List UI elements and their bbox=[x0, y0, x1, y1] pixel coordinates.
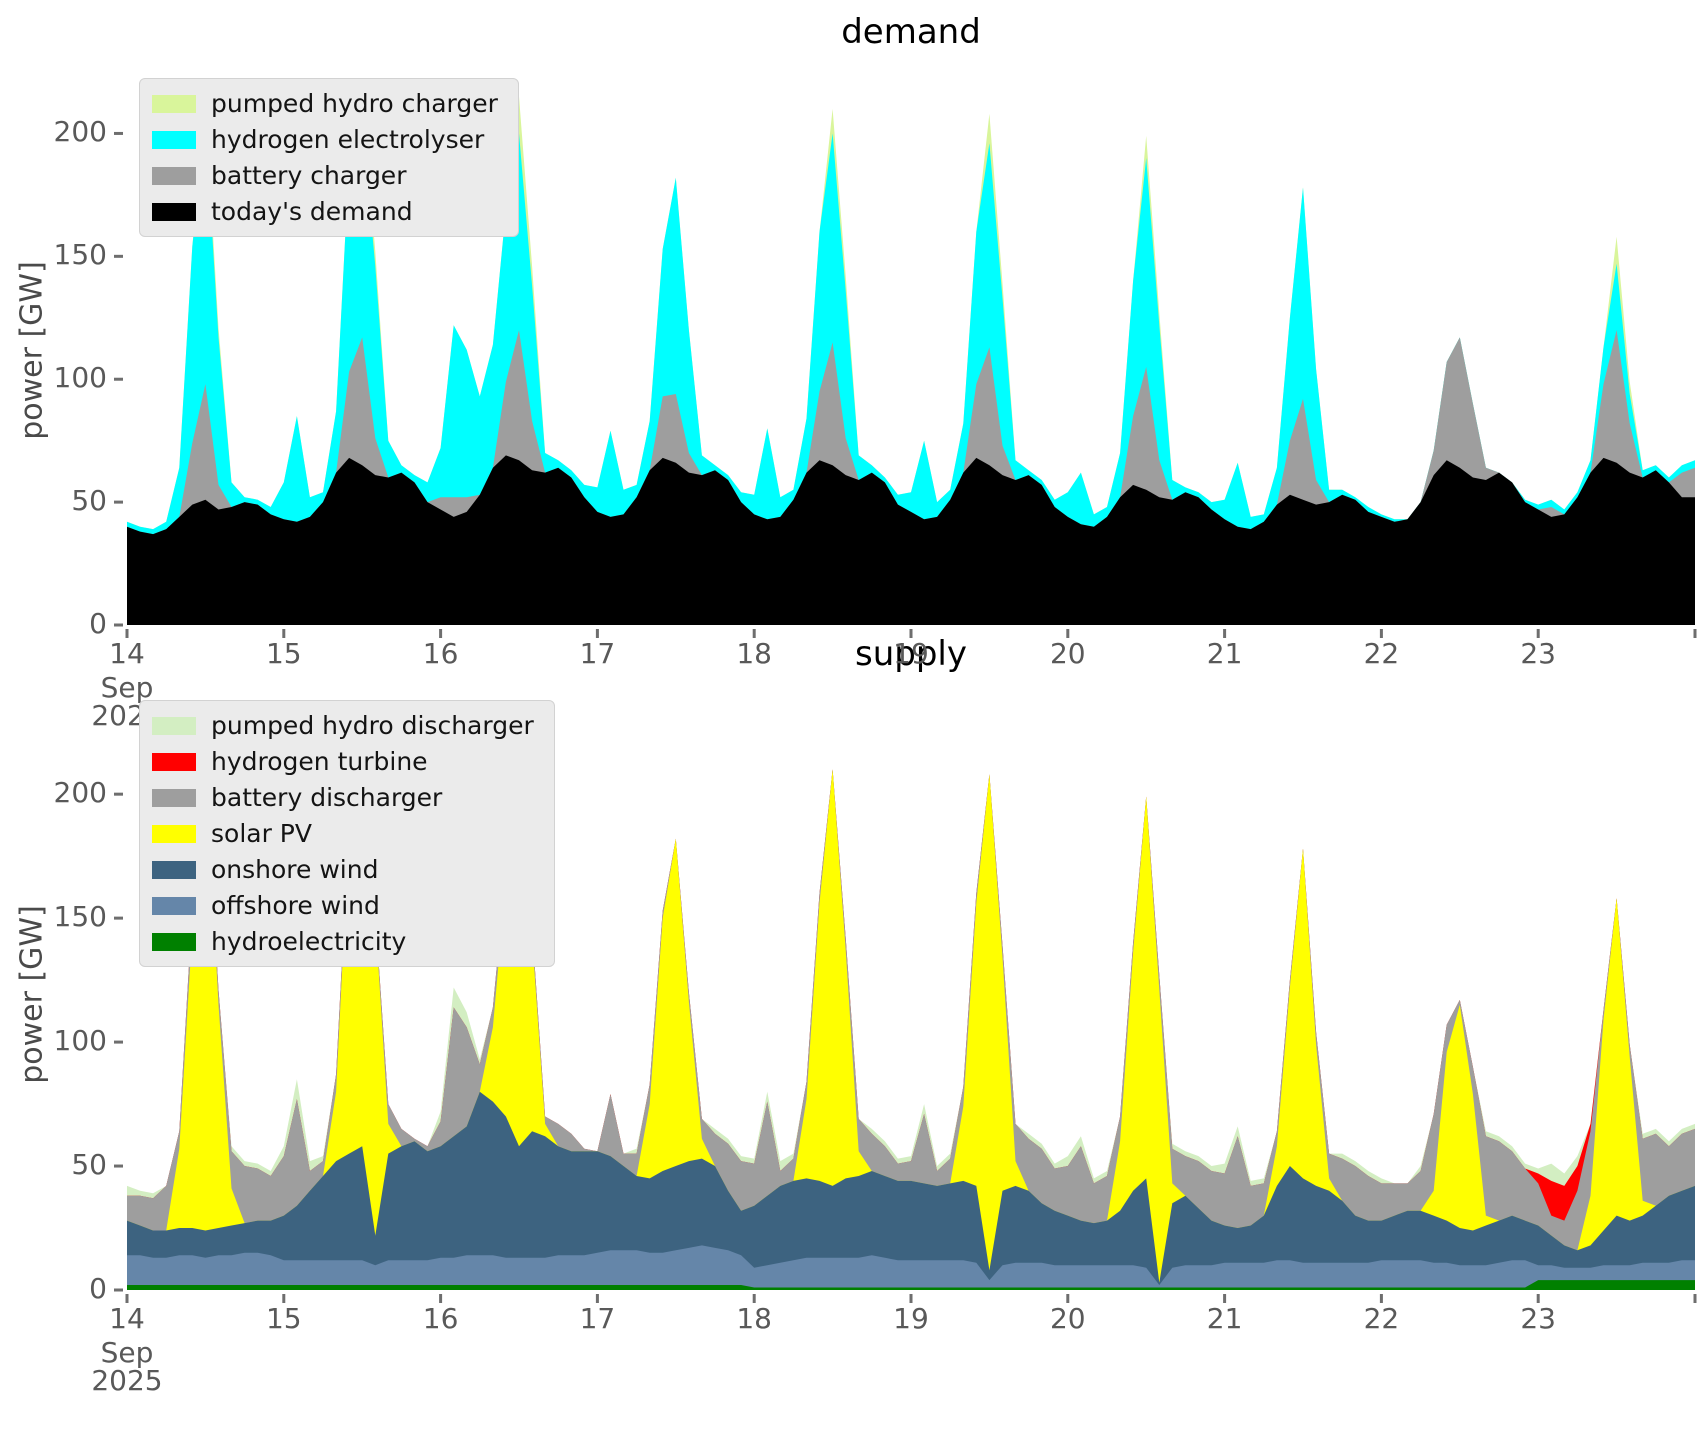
demand-plot bbox=[114, 96, 1697, 638]
x-axis-year-label: 2025 bbox=[91, 1364, 163, 1397]
legend-swatch-onshore-wind bbox=[152, 860, 196, 879]
legend-item: battery charger bbox=[152, 161, 498, 190]
legend-item: pumped hydro discharger bbox=[152, 711, 534, 740]
legend-label: hydrogen turbine bbox=[211, 747, 428, 776]
legend-swatch-battery-charger bbox=[152, 166, 196, 185]
legend-label: today's demand bbox=[211, 197, 413, 226]
x-tick-label: 18 bbox=[736, 1302, 772, 1335]
x-tick-label: 21 bbox=[1206, 637, 1243, 670]
legend-swatch-today-s-demand bbox=[152, 202, 196, 221]
x-axis-month-label: Sep bbox=[100, 1336, 154, 1369]
legend-item: offshore wind bbox=[152, 891, 534, 920]
legend-swatch-hydrogen-turbine bbox=[152, 752, 196, 771]
legend-item: hydroelectricity bbox=[152, 927, 534, 956]
x-tick-label: 23 bbox=[1520, 637, 1556, 670]
legend-swatch-solar-pv bbox=[152, 824, 196, 843]
legend-item: pumped hydro charger bbox=[152, 89, 498, 118]
y-tick-label: 50 bbox=[71, 1148, 107, 1182]
legend-item: solar PV bbox=[152, 819, 534, 848]
x-tick-label: 23 bbox=[1520, 1302, 1556, 1335]
x-tick-label: 17 bbox=[579, 1302, 616, 1335]
x-tick-label: 16 bbox=[422, 1302, 459, 1335]
legend-label: onshore wind bbox=[211, 855, 379, 884]
x-tick-label: 17 bbox=[579, 637, 616, 670]
y-tick-label: 100 bbox=[53, 1024, 107, 1058]
legend-swatch-offshore-wind bbox=[152, 896, 196, 915]
x-tick-label: 22 bbox=[1363, 637, 1400, 670]
legend-label: pumped hydro discharger bbox=[211, 711, 534, 740]
legend-label: solar PV bbox=[211, 819, 312, 848]
legend-label: hydrogen electrolyser bbox=[211, 125, 485, 154]
legend-item: today's demand bbox=[152, 197, 498, 226]
y-tick-label: 200 bbox=[53, 115, 107, 149]
area-today-s-demand bbox=[127, 455, 1695, 625]
x-tick-label: 14 bbox=[109, 637, 145, 670]
legend-swatch-hydroelectricity bbox=[152, 932, 196, 951]
x-tick-label: 20 bbox=[1049, 1302, 1086, 1335]
x-tick-label: 15 bbox=[265, 637, 302, 670]
legend-item: hydrogen electrolyser bbox=[152, 125, 498, 154]
legend-swatch-battery-discharger bbox=[152, 788, 196, 807]
y-tick-label: 200 bbox=[53, 776, 107, 810]
supply-legend: pumped hydro discharger hydrogen turbine b… bbox=[139, 700, 555, 967]
area-onshore-wind bbox=[127, 1091, 1695, 1290]
legend-label: offshore wind bbox=[211, 891, 380, 920]
x-tick-label: 19 bbox=[893, 1302, 929, 1335]
demand-chart-title: demand bbox=[841, 12, 981, 52]
y-tick-label: 150 bbox=[53, 238, 107, 272]
y-tick-label: 0 bbox=[89, 607, 107, 640]
legend-item: hydrogen turbine bbox=[152, 747, 534, 776]
x-axis-month-label: Sep bbox=[100, 671, 154, 704]
x-tick-label: 16 bbox=[422, 637, 459, 670]
demand-legend: pumped hydro charger hydrogen electrolyse… bbox=[139, 78, 519, 237]
legend-swatch-pumped-hydro-discharger bbox=[152, 716, 196, 735]
legend-label: hydroelectricity bbox=[211, 927, 407, 956]
y-tick-label: 150 bbox=[53, 900, 107, 934]
legend-swatch-hydrogen-electrolyser bbox=[152, 130, 196, 149]
legend-item: battery discharger bbox=[152, 783, 534, 812]
legend-label: pumped hydro charger bbox=[211, 89, 498, 118]
x-tick-label: 14 bbox=[109, 1302, 145, 1335]
x-tick-label: 15 bbox=[265, 1302, 302, 1335]
legend-label: battery discharger bbox=[211, 783, 443, 812]
area-offshore-wind bbox=[127, 1245, 1695, 1290]
x-tick-label: 22 bbox=[1363, 1302, 1400, 1335]
legend-swatch-pumped-hydro-charger bbox=[152, 94, 196, 113]
y-tick-label: 0 bbox=[89, 1272, 107, 1305]
supply-chart-title: supply bbox=[855, 634, 967, 674]
area-hydroelectricity bbox=[127, 1280, 1695, 1290]
x-tick-label: 21 bbox=[1206, 1302, 1243, 1335]
legend-label: battery charger bbox=[211, 161, 407, 190]
supply-y-axis-label: power [GW] bbox=[14, 905, 50, 1084]
x-tick-label: 18 bbox=[736, 637, 772, 670]
x-tick-label: 20 bbox=[1049, 637, 1086, 670]
y-tick-label: 50 bbox=[71, 484, 107, 518]
y-tick-label: 100 bbox=[53, 361, 107, 395]
x-tick-label: 19 bbox=[893, 637, 929, 670]
legend-item: onshore wind bbox=[152, 855, 534, 884]
